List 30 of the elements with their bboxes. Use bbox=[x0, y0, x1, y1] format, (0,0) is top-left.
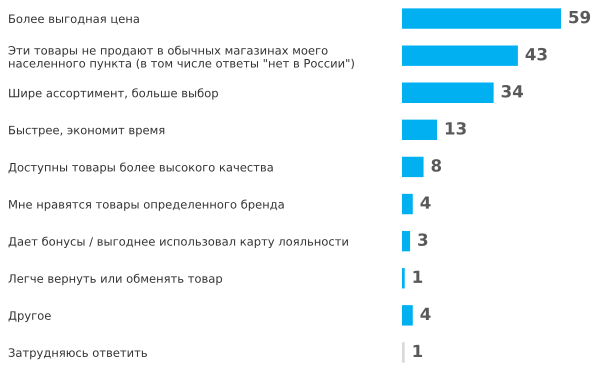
data-label: 13 bbox=[446, 122, 466, 135]
bar bbox=[402, 120, 438, 140]
data-label: 3 bbox=[418, 233, 428, 246]
y-tick-label: Легче вернуть или обменять товар bbox=[8, 274, 222, 286]
bar bbox=[402, 156, 424, 178]
data-label: 1 bbox=[414, 344, 422, 358]
y-tick-label: Быстрее, экономит время bbox=[9, 126, 164, 137]
y-tick-label: Другое bbox=[8, 311, 51, 322]
bar bbox=[402, 342, 405, 363]
data-label: 1 bbox=[414, 270, 422, 283]
data-label: 8 bbox=[432, 159, 442, 172]
bar bbox=[402, 8, 561, 29]
bar bbox=[402, 82, 494, 103]
data-label: 59 bbox=[569, 10, 590, 24]
data-label: 4 bbox=[420, 308, 431, 320]
y-tick-label: Доступны товары более высокого качества bbox=[8, 162, 273, 174]
y-tick-label: Шире ассортимент, больше выбор bbox=[9, 88, 218, 100]
y-tick-label: Дает бонусы / выгоднее использовал карту лояльности bbox=[8, 236, 348, 248]
data-label: 34 bbox=[502, 84, 523, 98]
y-tick-label: Эти товары не продают в обычных магазинах моего населенного пункта (в том числе ответы "нет в России") bbox=[8, 46, 354, 70]
bar bbox=[402, 230, 410, 252]
bar bbox=[402, 194, 413, 214]
bar bbox=[402, 268, 405, 288]
y-tick-label: Затрудняюсь ответить bbox=[8, 348, 147, 360]
data-label: 4 bbox=[420, 196, 431, 209]
bar bbox=[402, 305, 413, 326]
data-label: 43 bbox=[526, 48, 547, 60]
y-tick-label: Мне нравятся товары определенного бренда bbox=[9, 200, 284, 211]
bar bbox=[402, 45, 518, 66]
y-tick-label: Более выгодная цена bbox=[9, 14, 139, 25]
